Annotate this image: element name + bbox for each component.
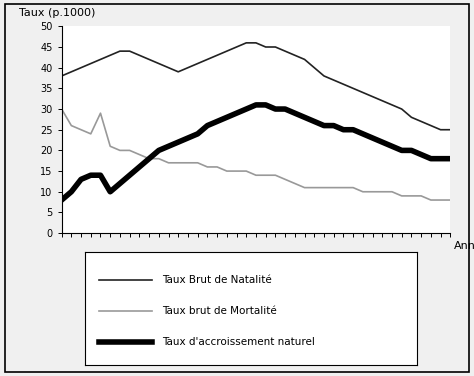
Text: Taux Brut de Natalité: Taux Brut de Natalité — [162, 275, 272, 285]
Text: Taux brut de Mortalité: Taux brut de Mortalité — [162, 306, 276, 315]
Text: Taux (p.1000): Taux (p.1000) — [19, 8, 95, 18]
Text: Taux d'accroissement naturel: Taux d'accroissement naturel — [162, 337, 315, 347]
Text: Année: Année — [454, 241, 474, 252]
